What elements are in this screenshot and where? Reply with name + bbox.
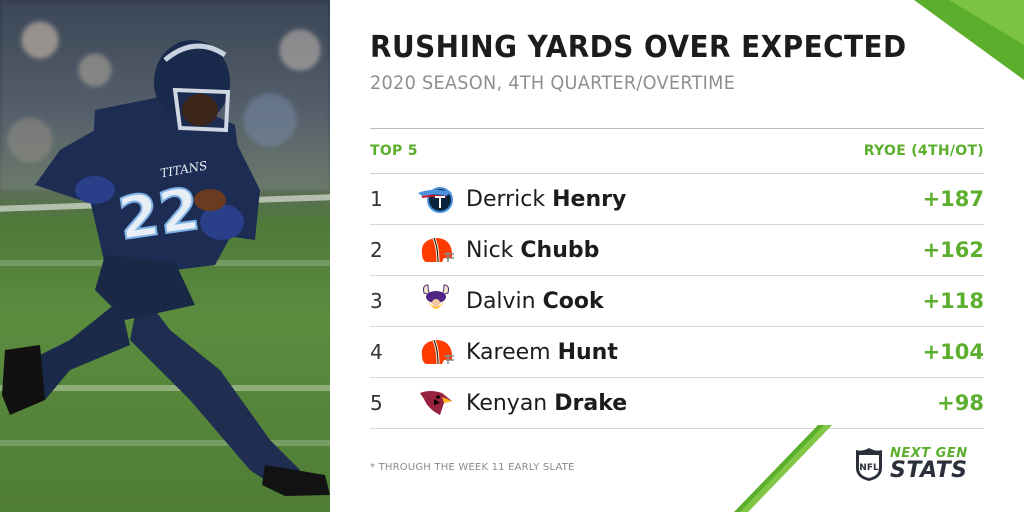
table-row: 1 Derrick Henry +187 — [370, 174, 984, 225]
cardinals-logo-icon — [406, 383, 466, 423]
table-row: 3 Dalvin Cook +118 — [370, 276, 984, 327]
next-gen-stats-logo: NFL NEXT GEN STATS — [854, 446, 968, 482]
footnote: * THROUGH THE WEEK 11 EARLY SLATE — [370, 462, 575, 473]
rank: 3 — [370, 289, 383, 313]
player-name: Kenyan Drake — [466, 390, 628, 416]
yard-line — [0, 385, 330, 391]
titans-logo-icon — [406, 179, 466, 219]
nfl-shield-icon: NFL — [856, 448, 882, 481]
ryoe-value: +104 — [922, 340, 984, 364]
page-subtitle: 2020 SEASON, 4TH QUARTER/OVERTIME — [370, 72, 736, 94]
corner-accent-stripe — [914, 0, 1024, 80]
ryoe-value: +98 — [937, 391, 984, 415]
browns-helmet-icon — [406, 230, 466, 270]
svg-text:NFL: NFL — [859, 463, 879, 473]
header-top5: TOP 5 — [370, 143, 418, 159]
page-title: RUSHING YARDS OVER EXPECTED — [370, 30, 907, 65]
table-header: TOP 5 RYOE (4TH/OT) — [370, 128, 984, 174]
ryoe-value: +187 — [922, 187, 984, 211]
player-name: Kareem Hunt — [466, 339, 618, 365]
ryoe-value: +162 — [922, 238, 984, 262]
player-name: Nick Chubb — [466, 237, 600, 263]
player-name: Derrick Henry — [466, 186, 627, 212]
table-row: 2 Nick Chubb +162 — [370, 225, 984, 276]
footer-accent-stripe — [734, 425, 832, 512]
brand-next-gen: NEXT GEN — [890, 445, 968, 461]
brand-stats: STATS — [890, 457, 968, 483]
vikings-logo-icon — [406, 281, 466, 321]
rank: 5 — [370, 391, 383, 415]
rank: 4 — [370, 340, 383, 364]
running-back-figure: 22 TITANS — [2, 40, 330, 496]
rank: 1 — [370, 187, 383, 211]
ryoe-value: +118 — [922, 289, 984, 313]
table-row: 4 Kareem Hunt +104 — [370, 327, 984, 378]
ranking-table: TOP 5 RYOE (4TH/OT) 1 Derrick Henry +187… — [370, 128, 984, 429]
player-name: Dalvin Cook — [466, 288, 604, 314]
browns-helmet-icon — [406, 332, 466, 372]
header-ryoe: RYOE (4TH/OT) — [863, 143, 984, 159]
svg-text:22: 22 — [114, 175, 203, 254]
rank: 2 — [370, 238, 383, 262]
table-row: 5 Kenyan Drake +98 — [370, 378, 984, 429]
yard-line — [0, 440, 330, 446]
player-photo: 22 TITANS — [0, 0, 330, 512]
